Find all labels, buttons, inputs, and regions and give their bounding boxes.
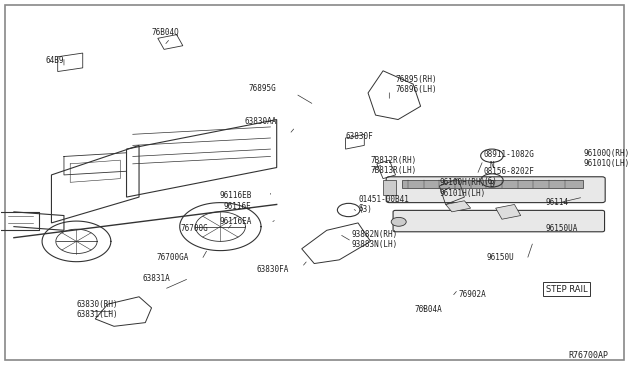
Polygon shape: [496, 205, 521, 219]
Circle shape: [391, 217, 406, 226]
Text: 96150UA: 96150UA: [546, 224, 578, 233]
Text: 96114: 96114: [546, 198, 569, 207]
Text: 96116E: 96116E: [224, 202, 252, 211]
FancyBboxPatch shape: [393, 211, 605, 232]
Text: 01451-00B41
(3): 01451-00B41 (3): [358, 195, 409, 214]
Text: 63831A: 63831A: [143, 274, 170, 283]
Text: 76700G: 76700G: [180, 224, 208, 233]
Text: 93882N(RH)
93883N(LH): 93882N(RH) 93883N(LH): [352, 230, 398, 249]
Text: 76895(RH)
76896(LH): 76895(RH) 76896(LH): [396, 75, 437, 94]
Text: STEP RAIL: STEP RAIL: [546, 285, 588, 294]
FancyBboxPatch shape: [386, 177, 605, 203]
Polygon shape: [383, 180, 396, 195]
Text: 08156-8202F
(6): 08156-8202F (6): [483, 167, 534, 186]
Text: 96116EB: 96116EB: [220, 191, 252, 200]
Text: 96116EA: 96116EA: [220, 217, 252, 225]
Text: 76B04A: 76B04A: [414, 305, 442, 314]
Text: R76700AP: R76700AP: [568, 350, 608, 359]
Text: 76895G: 76895G: [249, 84, 276, 93]
Text: 63830AA: 63830AA: [244, 117, 276, 126]
Text: 76902A: 76902A: [458, 291, 486, 299]
Text: 63830(RH)
63831(LH): 63830(RH) 63831(LH): [76, 300, 118, 320]
Text: 7B812R(RH)
7B813R(LH): 7B812R(RH) 7B813R(LH): [371, 156, 417, 175]
Polygon shape: [402, 180, 583, 188]
Text: 96100Q(RH)
96101Q(LH): 96100Q(RH) 96101Q(LH): [583, 148, 630, 168]
Text: 08911-1082G: 08911-1082G: [483, 150, 534, 159]
Text: 64B9: 64B9: [45, 56, 64, 65]
Text: N: N: [490, 161, 494, 170]
Text: 96100H(RH)
96101H(LH): 96100H(RH) 96101H(LH): [440, 178, 486, 198]
Text: 63830F: 63830F: [346, 132, 373, 141]
Text: 96150U: 96150U: [486, 253, 515, 263]
Text: 76B04Q: 76B04Q: [152, 28, 179, 37]
Text: 63830FA: 63830FA: [257, 264, 289, 273]
Text: B: B: [490, 180, 494, 189]
Text: 76700GA: 76700GA: [157, 253, 189, 263]
Text: S: S: [358, 203, 363, 213]
Polygon shape: [445, 201, 470, 212]
